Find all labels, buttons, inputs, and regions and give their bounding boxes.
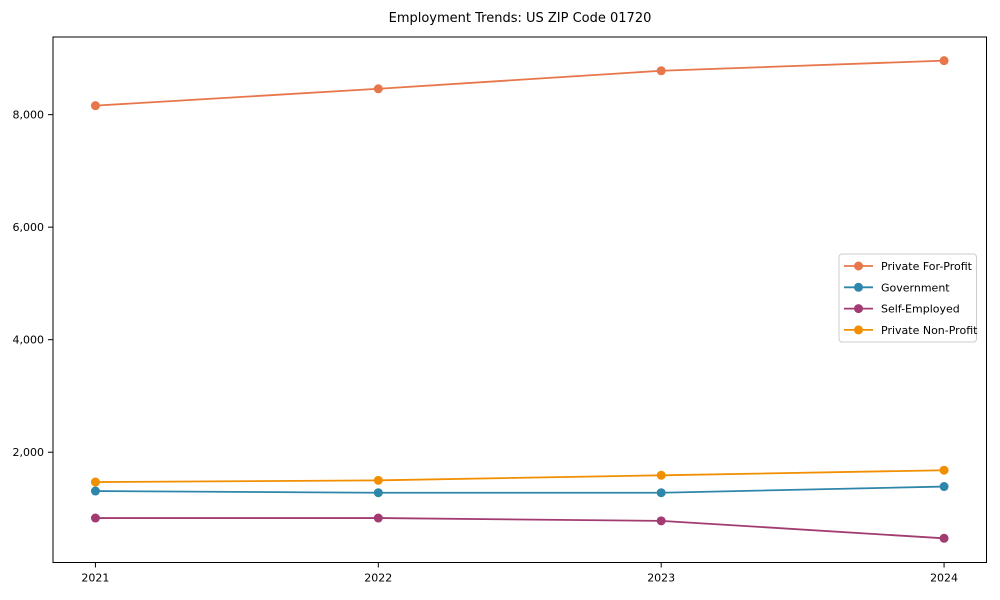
- series-line-private-non-profit: [95, 469, 945, 483]
- legend-label: Private Non-Profit: [881, 324, 978, 337]
- legend-marker: [854, 325, 863, 335]
- data-point-marker: [373, 475, 383, 485]
- data-point-marker: [90, 477, 100, 487]
- series-line-government: [95, 485, 945, 494]
- y-tick-label: 6,000: [13, 221, 45, 234]
- y-tick-label: 8,000: [13, 109, 45, 122]
- legend-marker: [854, 282, 863, 292]
- series-line-private-for-profit: [95, 59, 945, 107]
- data-point-marker: [939, 465, 949, 475]
- legend-label: Private For-Profit: [881, 260, 973, 273]
- data-point-marker: [90, 513, 100, 523]
- legend-marker: [854, 261, 863, 271]
- data-point-marker: [373, 488, 383, 498]
- legend-marker: [854, 304, 863, 314]
- x-tick-label: 2021: [81, 572, 109, 585]
- data-point-marker: [656, 470, 666, 480]
- series-line-self-employed: [95, 517, 945, 540]
- data-point-marker: [373, 513, 383, 523]
- legend-label: Self-Employed: [881, 303, 960, 316]
- data-point-marker: [939, 533, 949, 543]
- legend-box: [838, 253, 977, 343]
- x-tick-label: 2023: [647, 572, 675, 585]
- legend-label: Government: [881, 281, 950, 294]
- x-tick-label: 2022: [364, 572, 392, 585]
- y-tick-label: 4,000: [13, 334, 45, 347]
- data-point-marker: [90, 101, 100, 111]
- data-point-marker: [373, 84, 383, 94]
- data-point-marker: [939, 482, 949, 492]
- data-point-marker: [656, 516, 666, 526]
- plot-border: [52, 36, 987, 563]
- chart-title: Employment Trends: US ZIP Code 01720: [388, 11, 652, 26]
- data-point-marker: [656, 488, 666, 498]
- data-point-marker: [90, 486, 100, 496]
- data-point-marker: [656, 66, 666, 76]
- y-tick-label: 2,000: [13, 446, 45, 459]
- x-tick-label: 2024: [930, 572, 958, 585]
- data-point-marker: [939, 56, 949, 66]
